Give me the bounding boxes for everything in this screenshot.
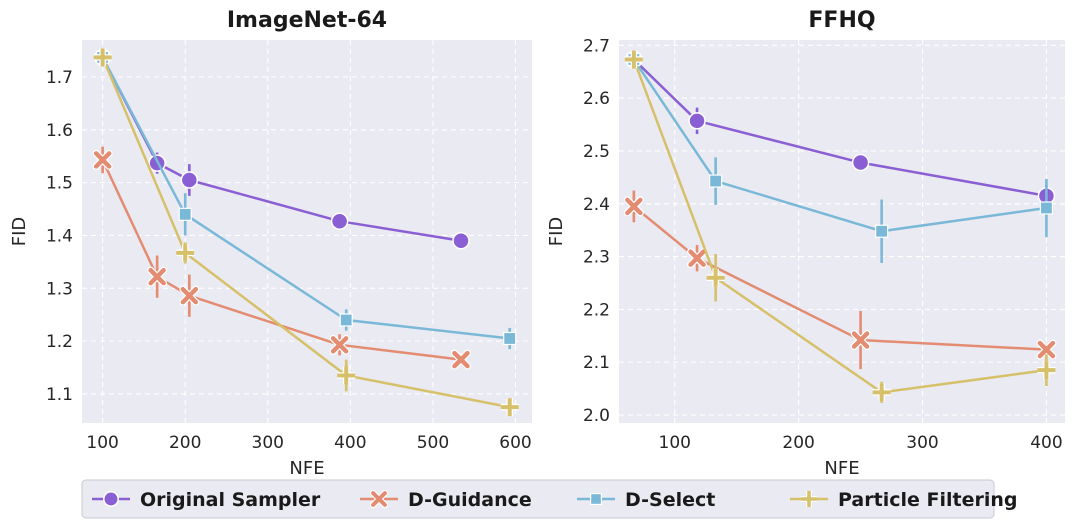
chart-title: ImageNet-64 <box>227 8 387 33</box>
legend-marker-square <box>589 493 602 506</box>
x-tick-label: 600 <box>499 433 531 453</box>
chart-panel-imagenet: 100 200 300 400 500 600 1.1 1.2 1.3 1.4 1.5 1.6 1.7 I… <box>9 8 532 479</box>
legend-entry-d-guidance: D-Guidance <box>360 489 532 511</box>
data-point-x-stroke-b <box>452 350 470 369</box>
x-tick-label: 100 <box>86 433 118 453</box>
series-line-particle-filtering <box>101 56 510 409</box>
y-axis-label: FID <box>546 217 567 247</box>
data-point-plus <box>93 48 112 67</box>
data-point-square <box>1039 201 1054 215</box>
data-point-x <box>147 266 168 287</box>
data-point-x <box>179 285 200 306</box>
data-point-plus <box>624 50 643 69</box>
data-point-x <box>92 149 113 170</box>
y-tick-label: 2.3 <box>583 248 610 268</box>
legend-label: D-Guidance <box>408 489 532 511</box>
legend-entry-particle-filtering: Particle Filtering <box>790 489 1017 511</box>
y-tick-label: 1.5 <box>46 174 73 194</box>
x-tick-label: 300 <box>252 433 284 453</box>
data-point-square <box>709 174 723 188</box>
legend-entry-d-select: D-Select <box>577 489 715 511</box>
y-tick-label: 1.6 <box>46 121 73 141</box>
data-point-x <box>329 334 350 355</box>
y-tick-label: 2.5 <box>583 142 610 162</box>
data-point-square <box>339 313 353 327</box>
legend-marker-x-stroke-b <box>371 491 387 507</box>
data-point-x <box>687 248 708 269</box>
series-particle-filtering <box>93 48 519 417</box>
data-point-circle <box>851 153 870 172</box>
data-point-square <box>178 207 192 221</box>
legend-marker-circle <box>103 491 119 507</box>
y-tick-label: 1.4 <box>46 226 73 246</box>
chart-panel-ffhq: 100 200 300 400 2.0 2.1 2.2 2.3 2.4 2.5 2.6 2.7 FFHQ… <box>546 8 1065 479</box>
legend-label: Original Sampler <box>140 489 321 511</box>
series-particle-filtering <box>624 50 1056 403</box>
legend-label: D-Select <box>625 489 715 511</box>
x-tick-label: 400 <box>1030 433 1062 453</box>
y-tick-label: 2.0 <box>583 406 610 426</box>
chart-title: FFHQ <box>808 8 875 33</box>
y-tick-label: 2.7 <box>583 36 610 56</box>
data-point-square <box>503 331 517 346</box>
data-point-x-stroke-b <box>180 286 199 305</box>
legend-entry-original-sampler: Original Sampler <box>92 489 321 511</box>
data-point-x-stroke-b <box>148 267 166 286</box>
y-tick-label: 1.1 <box>46 385 73 405</box>
x-tick-label: 200 <box>169 433 201 453</box>
series-line-d-guidance <box>633 205 1047 351</box>
data-point-plus <box>872 383 891 402</box>
data-point-plus <box>176 243 195 262</box>
data-point-circle <box>452 231 470 250</box>
x-axis-label: NFE <box>289 458 324 479</box>
series-line-d-select <box>632 58 1047 233</box>
legend: Original Sampler D-Guidance D-Select Partic… <box>81 479 1017 519</box>
x-axis-label: NFE <box>824 458 859 479</box>
y-tick-label: 1.2 <box>46 332 73 352</box>
series-d-guidance <box>92 146 471 370</box>
data-point-circle <box>180 171 199 189</box>
data-point-x <box>1036 339 1057 360</box>
x-tick-label: 500 <box>417 433 449 453</box>
data-point-x <box>623 196 644 217</box>
data-point-x-stroke-b <box>851 331 870 349</box>
data-point-plus <box>706 268 725 287</box>
legend-marker-plus <box>800 490 818 508</box>
y-axis-label: FID <box>9 217 30 247</box>
data-point-x-stroke-b <box>330 336 349 354</box>
y-tick-label: 2.1 <box>583 353 610 373</box>
data-point-x-stroke-b <box>93 151 112 169</box>
data-point-circle <box>688 112 706 130</box>
series-line-d-select <box>101 56 510 340</box>
y-tick-label: 2.6 <box>583 89 610 109</box>
y-tick-label: 2.2 <box>583 300 610 320</box>
x-tick-label: 400 <box>334 433 366 453</box>
data-point-plus <box>337 366 356 385</box>
legend-frame <box>81 479 995 519</box>
legend-label: Particle Filtering <box>838 489 1017 511</box>
series-line-particle-filtering <box>632 59 1047 394</box>
series-line-original-sampler <box>632 58 1047 198</box>
y-tick-label: 2.4 <box>583 195 610 215</box>
series-d-select <box>96 50 517 350</box>
data-point-x-stroke-b <box>625 197 643 216</box>
data-point-plus <box>1037 361 1056 380</box>
x-tick-label: 100 <box>659 433 691 453</box>
data-point-x-stroke-b <box>1037 340 1056 359</box>
x-tick-label: 200 <box>782 433 814 453</box>
data-point-square <box>875 224 889 238</box>
data-point-x <box>450 349 471 370</box>
data-point-x <box>850 330 871 351</box>
plot-area <box>619 40 1065 423</box>
data-point-plus <box>500 398 519 417</box>
y-tick-label: 1.3 <box>46 279 73 299</box>
data-point-circle <box>330 212 349 230</box>
legend-marker-x <box>369 489 389 509</box>
y-tick-label: 1.7 <box>46 68 73 88</box>
series-d-guidance <box>623 190 1057 370</box>
x-tick-label: 300 <box>906 433 938 453</box>
data-point-x-stroke-b <box>688 249 706 267</box>
